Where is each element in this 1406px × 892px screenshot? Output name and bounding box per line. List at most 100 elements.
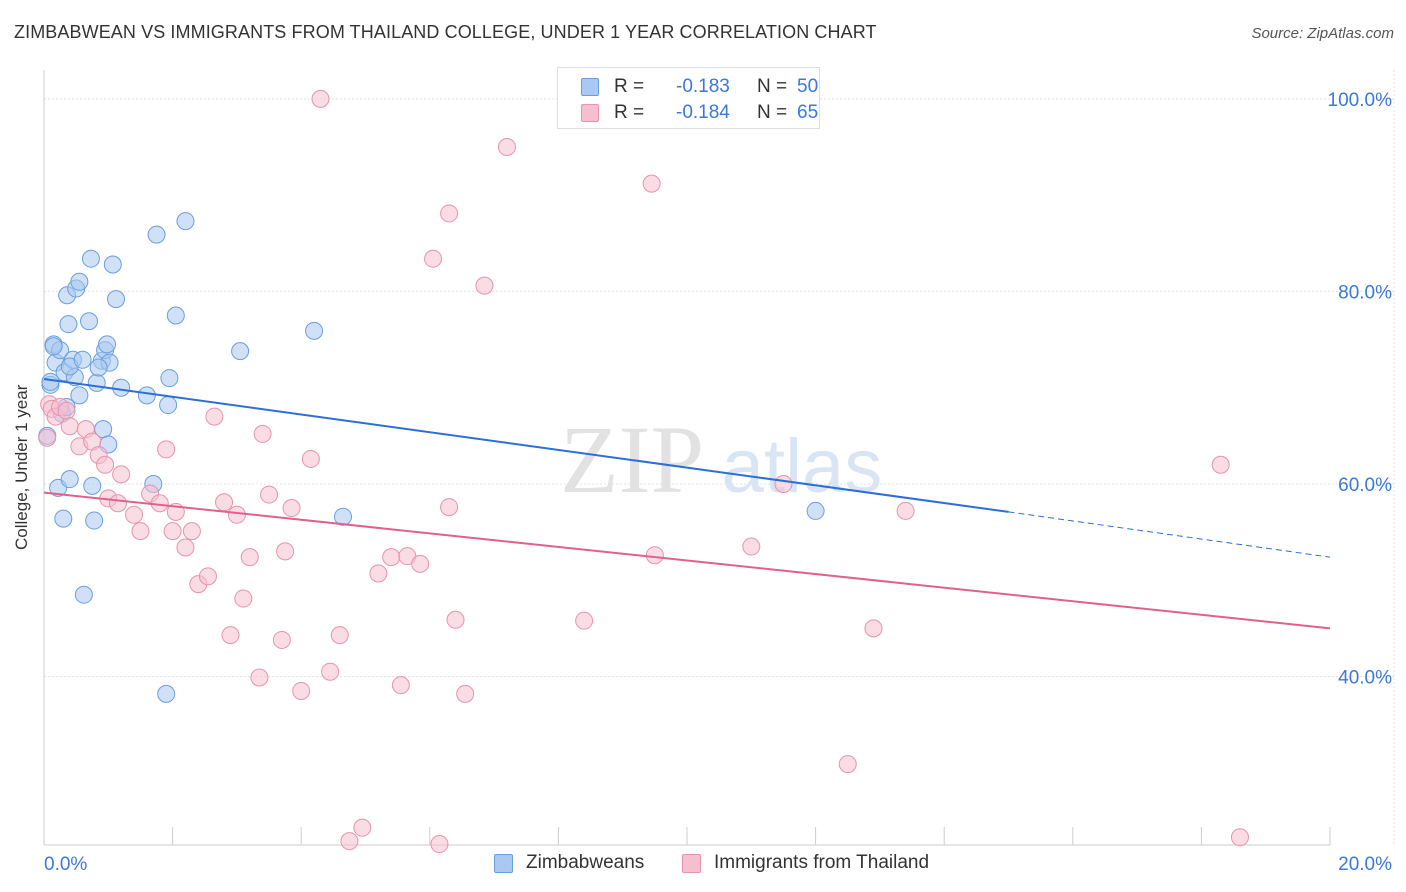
thailand-point [112, 465, 131, 484]
trend-layer [43, 378, 1331, 630]
thailand-point [38, 428, 57, 447]
zimbabwean-point [103, 255, 122, 274]
zimbabwean-point [112, 378, 131, 397]
zimbabwean-point [83, 476, 102, 495]
thailand-point [642, 174, 661, 193]
thailand-point [440, 498, 459, 517]
thailand-point [96, 455, 115, 474]
zimbabwean-point [305, 321, 324, 340]
y-axis-label: College, Under 1 year [12, 384, 31, 550]
thailand-point [260, 485, 279, 504]
zimbabwean-point [157, 684, 176, 703]
thailand-point [896, 501, 915, 520]
zimbabwean-point [85, 511, 104, 530]
thailand-point [60, 417, 79, 436]
thailand-point [108, 494, 127, 513]
y-tick-label: 100.0% [1328, 90, 1393, 111]
stats-r-value: -0.184 [676, 102, 730, 123]
zimbabwean-point [333, 507, 352, 526]
zimbabwean-point [81, 249, 100, 268]
zimbabwean-point [73, 350, 92, 369]
thailand-point [645, 546, 664, 565]
thailand-point [205, 407, 224, 426]
zimbabwean-point [41, 372, 60, 391]
zimbabwean-trend-extension [1008, 511, 1331, 558]
thailand-point [198, 567, 217, 586]
watermark-atlas: atlas [722, 424, 883, 509]
zimbabwean-point [44, 337, 63, 356]
stats-r-label: R = [614, 102, 645, 123]
thailand-point [440, 204, 459, 223]
x-tick-label-min: 0.0% [44, 854, 87, 875]
stats-swatch-pink [581, 104, 599, 122]
thailand-point [292, 681, 311, 700]
zimbabwean-point [54, 509, 73, 528]
stats-r-value: -0.183 [676, 76, 730, 97]
thailand-point [742, 537, 761, 556]
grid-layer [44, 70, 1395, 845]
watermark: ZIP atlas [560, 406, 882, 513]
thailand-trend-line [43, 491, 1331, 630]
thailand-point [1211, 455, 1230, 474]
zimbabwean-trend-line [43, 378, 1009, 513]
x-tick-label-max: 20.0% [1338, 854, 1392, 875]
thailand-point [125, 505, 144, 524]
thailand-point [240, 548, 259, 567]
thailand-point [272, 630, 291, 649]
zimbabwean-point [74, 585, 93, 604]
thailand-point [221, 626, 240, 645]
thailand-point [253, 424, 272, 443]
thailand-point [157, 440, 176, 459]
stats-n-value: 65 [797, 102, 819, 123]
thailand-point [475, 276, 494, 295]
stats-r-label: R = [614, 76, 645, 97]
zimbabwean-point [59, 315, 78, 334]
thailand-point [227, 505, 246, 524]
stats-n-value: 50 [797, 76, 819, 97]
zimbabwean-point [160, 369, 179, 388]
zimbabwean-point [107, 290, 126, 309]
thailand-point [424, 249, 443, 268]
zimbabwean-point [98, 335, 117, 354]
thailand-point [131, 522, 150, 541]
thailand-point [497, 138, 516, 157]
legend-swatch-blue [494, 854, 513, 873]
zimbabwean-point [176, 212, 195, 231]
thailand-point [575, 611, 594, 630]
zimbabwean-point [80, 312, 99, 331]
thailand-point [301, 449, 320, 468]
thailand-point [369, 564, 388, 583]
thailand-point [456, 684, 475, 703]
thailand-point [276, 542, 295, 561]
stats-box: R = -0.183 N = 50 R = -0.184 N = 65 [557, 67, 820, 129]
thailand-point [330, 626, 349, 645]
axis-layer [43, 70, 1331, 846]
thailand-point [340, 832, 359, 851]
zimbabwean-point [166, 306, 185, 325]
legend-swatch-pink [682, 854, 701, 873]
thailand-point [864, 619, 883, 638]
zimbabwean-point [87, 373, 106, 392]
zimbabwean-point [70, 386, 89, 405]
zimbabwean-point [159, 396, 178, 415]
y-tick-label: 60.0% [1338, 475, 1392, 496]
thailand-point [234, 589, 253, 608]
thailand-point [353, 818, 372, 837]
thailand-point [1230, 828, 1249, 847]
zimbabwean-point [231, 342, 250, 361]
chart-title: ZIMBABWEAN VS IMMIGRANTS FROM THAILAND C… [14, 22, 877, 42]
thailand-point [774, 474, 793, 493]
thailand-point [163, 522, 182, 541]
y-tick-label: 80.0% [1338, 282, 1392, 303]
zimbabwean-point [806, 501, 825, 520]
stats-n-label: N = [757, 76, 788, 97]
thailand-point [838, 755, 857, 774]
zimbabwean-point [70, 272, 89, 291]
thailand-point [311, 89, 330, 108]
thailand-point [57, 401, 76, 420]
points-layer [38, 89, 1249, 854]
thailand-point [382, 548, 401, 567]
thailand-point [215, 493, 234, 512]
tick-label-layer: 40.0% 60.0% 80.0% 100.0% 0.0% 20.0% [44, 90, 1392, 875]
zimbabwean-point [147, 225, 166, 244]
